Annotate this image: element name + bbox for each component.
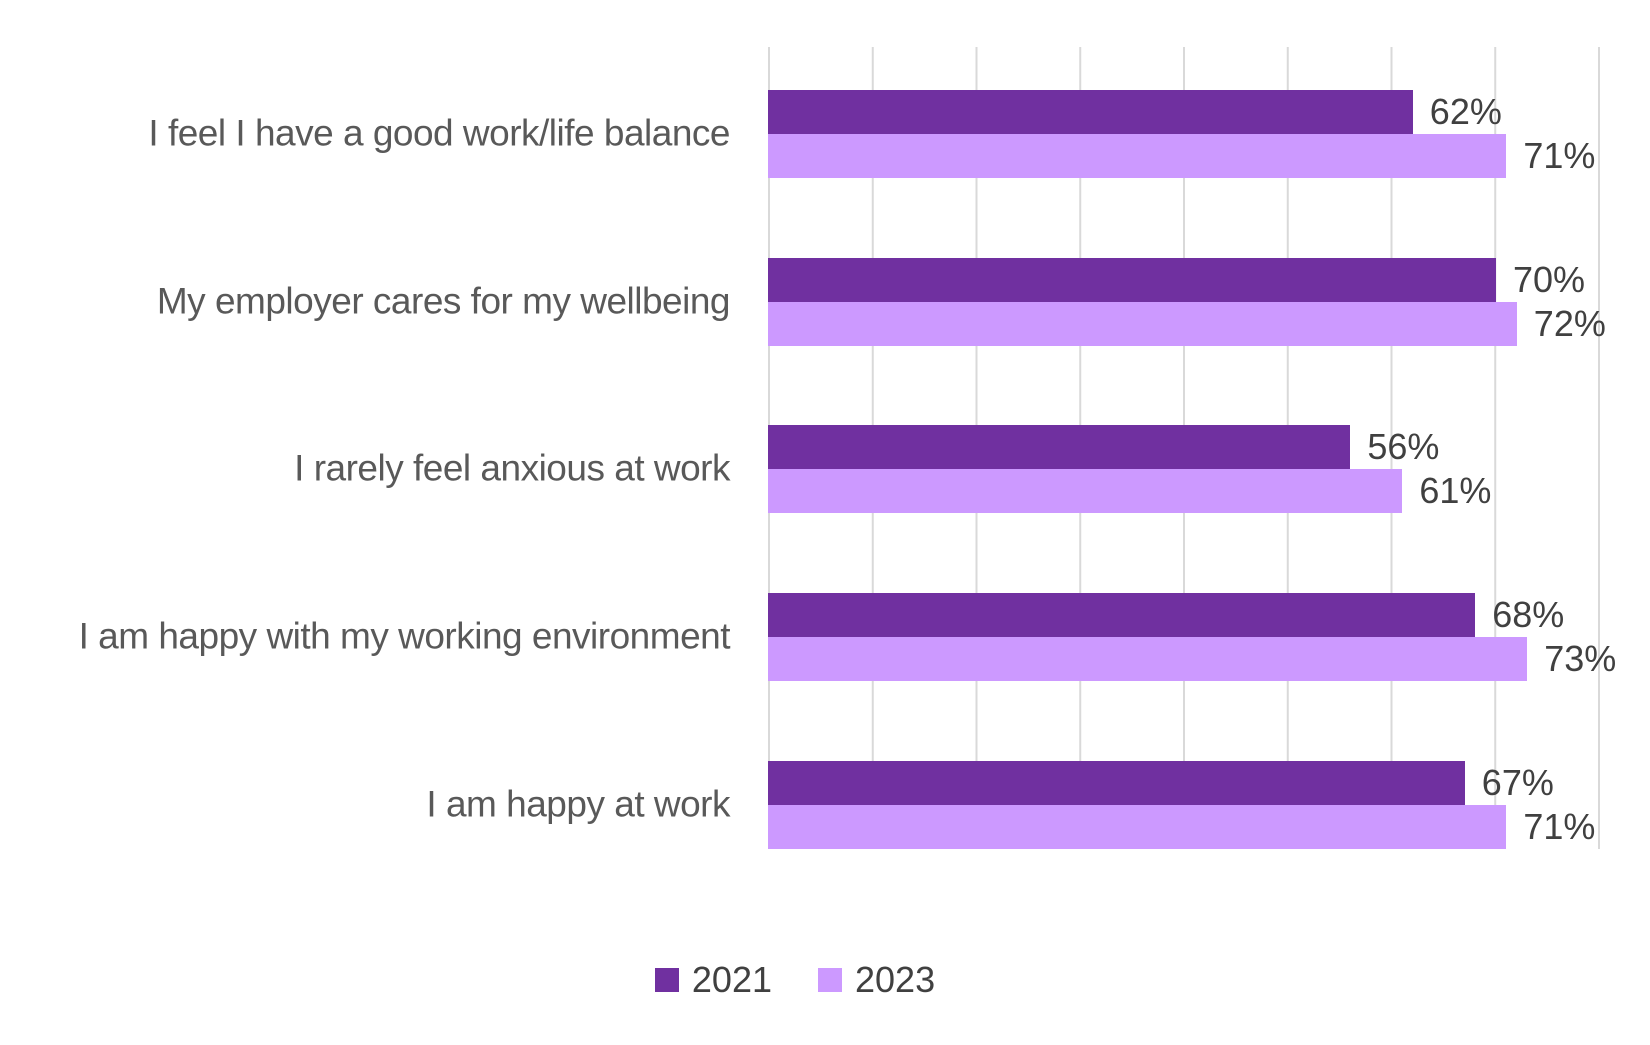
category-row: I am happy at work 67% 71% [426, 760, 1600, 849]
value-label: 70% [1513, 258, 1586, 300]
value-label: 67% [1481, 761, 1554, 803]
bar-fill-2023: 73% [768, 637, 1616, 682]
value-label: 71% [1523, 805, 1596, 847]
category-label: My employer cares for my wellbeing [156, 280, 731, 322]
category-row: I feel I have a good work/life balance 62… [148, 90, 1600, 178]
bar-fill-2021: 70% [768, 257, 1585, 302]
category-row: I rarely feel anxious at work 56% 61% [294, 425, 1600, 514]
bar-fill-2021: 67% [768, 760, 1554, 805]
bar-2023: 72% [768, 301, 1606, 346]
bar-fill-2023: 71% [768, 804, 1595, 849]
value-label: 73% [1544, 638, 1617, 680]
bar-2021: 70% [768, 257, 1600, 302]
bar-2021: 68% [768, 593, 1600, 638]
legend-label-2023: 2023 [855, 959, 936, 1000]
value-label: 72% [1533, 302, 1606, 344]
category-label: I feel I have a good work/life balance [148, 112, 730, 154]
legend-item-2023: 2023 [818, 962, 935, 998]
legend-item-2021: 2021 [654, 959, 772, 1000]
value-label: 71% [1523, 135, 1596, 176]
bar-2023: 73% [768, 637, 1616, 682]
value-label: 56% [1367, 426, 1440, 468]
bar-fill-2021: 62% [768, 90, 1502, 134]
legend: 2021 2023 [0, 956, 1590, 1004]
bar-fill-2021: 68% [768, 593, 1564, 638]
bar-2023: 71% [768, 134, 1600, 178]
bar-fill-2021: 56% [768, 425, 1439, 470]
bar-2021: 62% [768, 90, 1600, 134]
legend-swatch-2023 [818, 968, 842, 992]
legend-label-2021: 2021 [691, 959, 772, 1000]
bar-fill-2023: 72% [768, 301, 1606, 346]
value-label: 62% [1429, 91, 1502, 132]
bar-2021: 67% [768, 760, 1600, 805]
category-label: I am happy at work [426, 783, 730, 825]
legend-swatch-2021 [654, 968, 679, 992]
category-label: I rarely feel anxious at work [294, 448, 730, 490]
bar-2023: 71% [768, 804, 1600, 849]
value-label: 68% [1492, 594, 1565, 636]
bar-fill-2023: 61% [768, 469, 1491, 514]
value-label: 61% [1419, 470, 1492, 512]
category-row: I am happy with my working environment 68… [79, 593, 1616, 682]
bar-2021: 56% [768, 425, 1600, 470]
category-label: I am happy with my working environment [78, 615, 731, 657]
bar-2023: 61% [768, 469, 1600, 514]
category-row: My employer cares for my wellbeing 70% 72% [157, 257, 1606, 346]
bar-fill-2023: 71% [768, 134, 1595, 178]
chart-rows: I feel I have a good work/life balance 62… [79, 47, 1616, 849]
